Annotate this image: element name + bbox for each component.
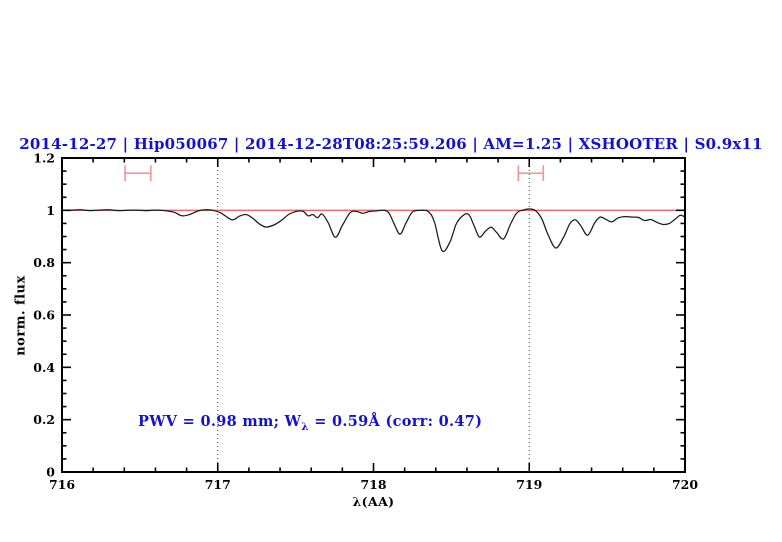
y-axis-label: norm. flux xyxy=(13,275,29,356)
pwv-annotation-suffix: = 0.59Å (corr: 0.47) xyxy=(308,413,483,430)
spectrum-line xyxy=(61,208,686,253)
pwv-annotation-lambda-subscript: λ xyxy=(301,420,309,433)
pwv-annotation-prefix: PWV = 0.98 mm; W xyxy=(138,413,302,430)
x-tick-label: 719 xyxy=(516,477,542,492)
x-tick-label: 720 xyxy=(672,477,698,492)
figure-title: 2014-12-27 | Hip050067 | 2014-12-28T08:2… xyxy=(19,135,763,153)
x-axis-label: λ(AA) xyxy=(352,494,395,509)
y-tick-label: 0.6 xyxy=(33,308,55,323)
y-tick-label: 0 xyxy=(46,465,55,480)
y-tick-label: 1 xyxy=(46,203,55,218)
x-tick-label: 716 xyxy=(49,477,75,492)
x-tick-label: 717 xyxy=(205,477,231,492)
y-tick-label: 0.2 xyxy=(33,412,55,427)
y-tick-label: 0.8 xyxy=(33,255,55,270)
y-tick-label: 1.2 xyxy=(33,151,55,166)
y-tick-label: 0.4 xyxy=(33,360,55,375)
pwv-annotation: PWV = 0.98 mm; Wλ = 0.59Å (corr: 0.47) xyxy=(138,413,482,433)
x-tick-label: 718 xyxy=(360,477,386,492)
